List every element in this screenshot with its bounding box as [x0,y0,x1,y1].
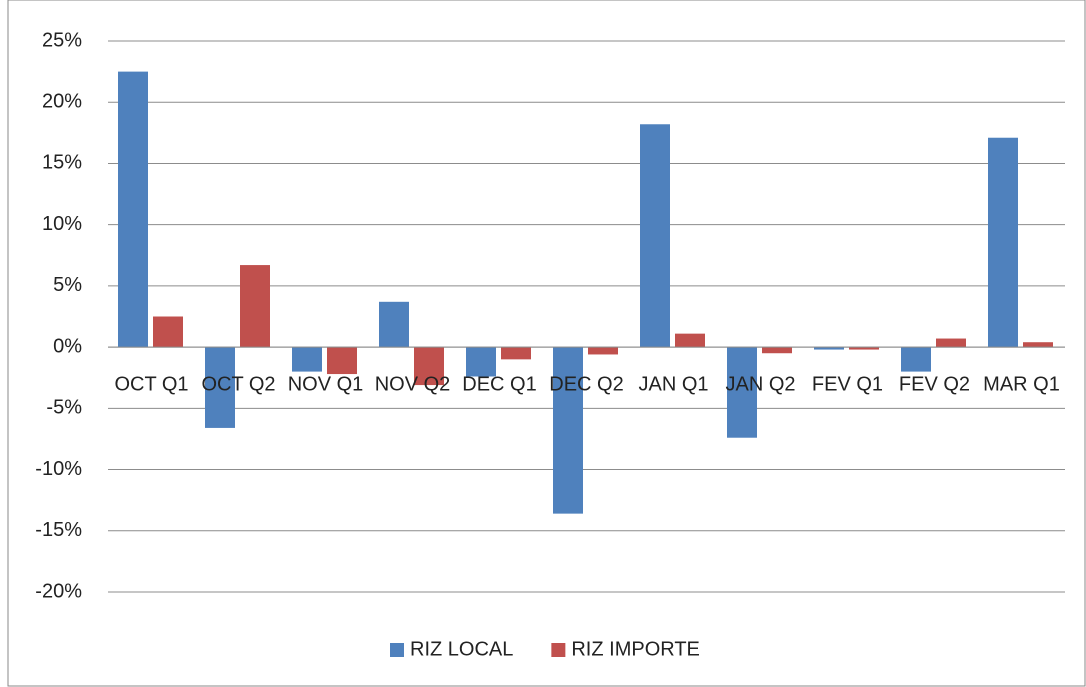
x-tick-label: FEV Q2 [899,373,970,395]
y-tick-label: 0% [53,335,82,357]
bar [936,338,966,348]
x-tick-label: JAN Q2 [725,373,795,395]
x-tick-label: NOV Q2 [375,373,451,395]
legend-swatch [390,643,404,657]
bar [640,124,670,348]
y-tick-label: 10% [42,213,82,235]
bar [205,347,235,428]
legend-label: RIZ IMPORTE [571,638,700,660]
y-tick-label: 5% [53,274,82,296]
bar [727,347,757,438]
bar [988,137,1018,348]
legend-label: RIZ LOCAL [410,638,513,660]
bar [762,347,792,354]
bar [901,347,931,372]
bar [675,333,705,348]
x-tick-label: OCT Q1 [114,373,188,395]
bar [1023,342,1053,348]
x-tick-label: MAR Q1 [983,373,1060,395]
y-tick-label: -5% [46,397,82,419]
y-tick-label: 15% [42,152,82,174]
x-tick-label: OCT Q2 [201,373,275,395]
bar [849,347,879,350]
x-tick-label: JAN Q1 [638,373,708,395]
bar [153,316,183,348]
bar [466,347,496,377]
bar [118,71,148,348]
bar [240,265,270,348]
chart-frame [7,0,1086,687]
y-tick-label: 25% [42,29,82,51]
y-tick-label: -15% [35,519,82,541]
x-tick-label: NOV Q1 [288,373,364,395]
bar [379,301,409,348]
y-tick-label: -10% [35,458,82,480]
x-tick-label: FEV Q1 [812,373,883,395]
x-tick-label: DEC Q2 [549,373,623,395]
bar [327,347,357,375]
y-tick-label: -20% [35,580,82,602]
y-tick-label: 20% [42,91,82,113]
x-tick-label: DEC Q1 [462,373,536,395]
bar [414,347,444,386]
bar [501,347,531,360]
bar [553,347,583,514]
legend-swatch [551,643,566,657]
bar [814,347,844,350]
bar [292,347,322,372]
bar [588,347,618,355]
